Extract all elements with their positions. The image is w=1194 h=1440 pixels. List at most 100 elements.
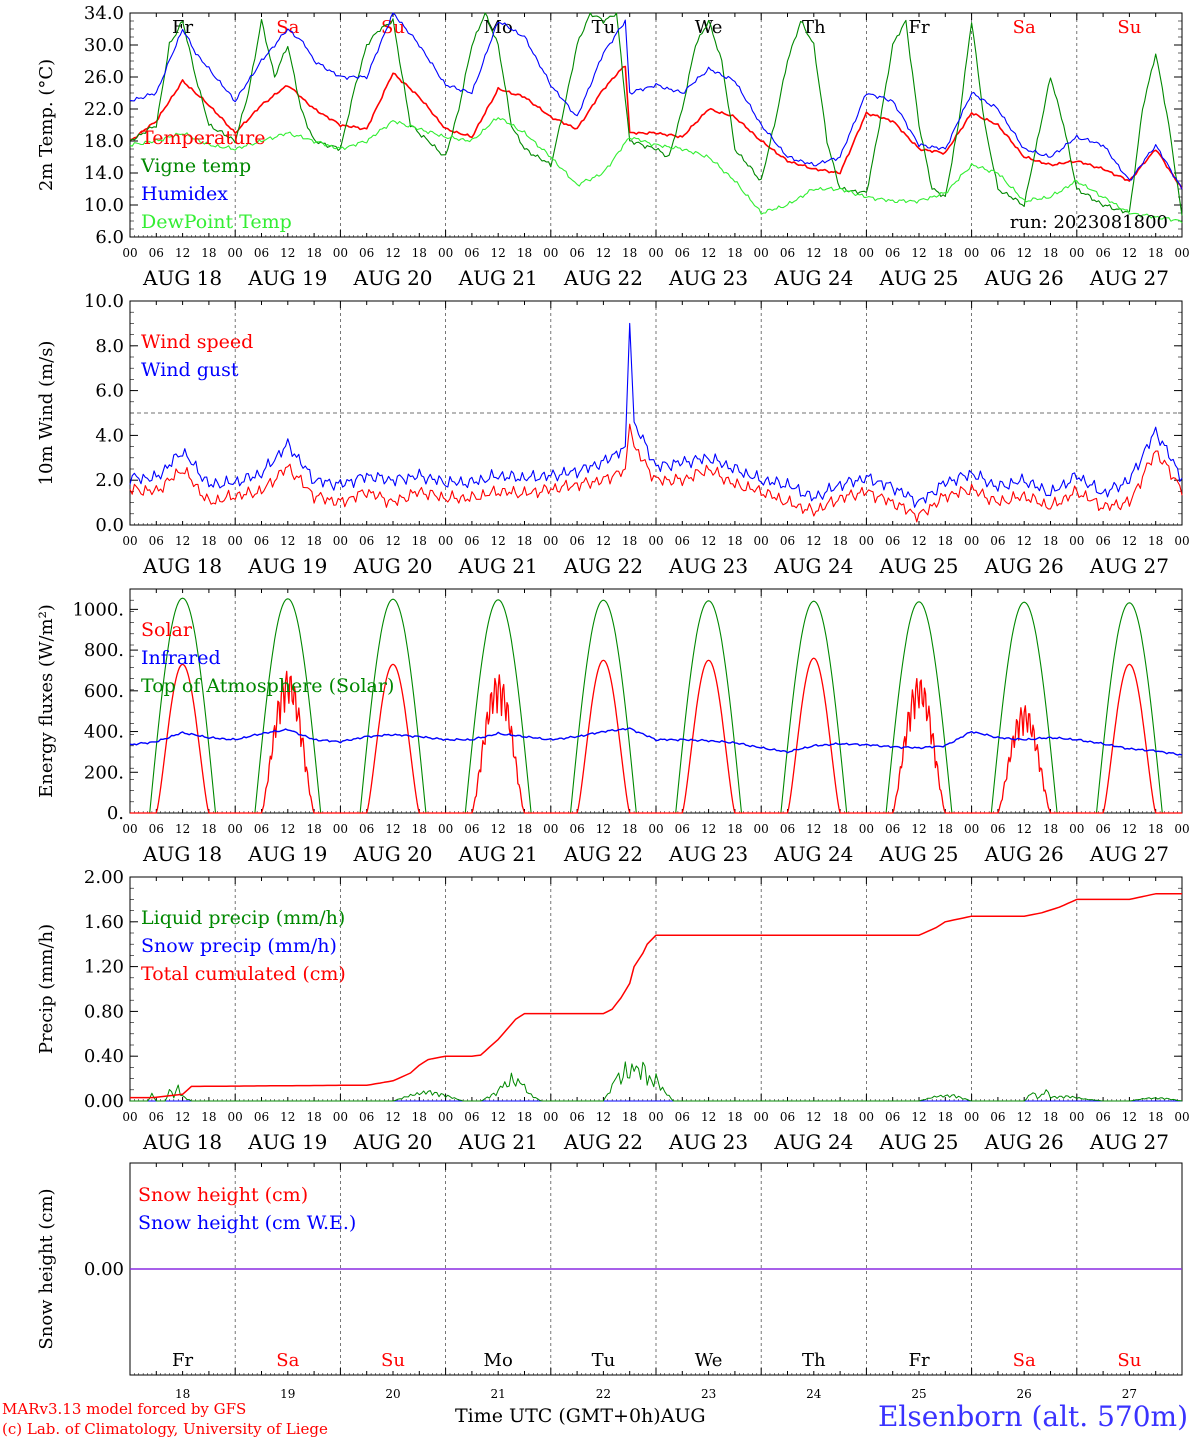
- hour-tick-label: 00: [333, 822, 348, 836]
- hour-tick-label: 18: [622, 534, 637, 548]
- hour-tick-label: 06: [675, 246, 690, 260]
- hour-tick-label: 00: [543, 534, 558, 548]
- day-number-label: 19: [280, 1387, 295, 1401]
- date-label: AUG 18: [142, 554, 222, 578]
- hour-tick-label: 06: [464, 534, 479, 548]
- date-label: AUG 27: [1089, 842, 1169, 866]
- hour-tick-label: 00: [964, 534, 979, 548]
- hour-tick-label: 00: [648, 246, 663, 260]
- date-label: AUG 26: [984, 1130, 1064, 1154]
- energy-y-axis-label: Energy fluxes (W/m²): [36, 604, 57, 798]
- hour-tick-label: 06: [780, 822, 795, 836]
- hour-tick-label: 00: [1174, 534, 1189, 548]
- weekday-label: Fr: [908, 17, 929, 38]
- y-tick-label: 800.: [84, 640, 124, 661]
- energy-frame: [129, 588, 1183, 814]
- hour-tick-label: 12: [280, 822, 295, 836]
- hour-tick-label: 18: [412, 246, 427, 260]
- date-label: AUG 18: [142, 842, 222, 866]
- date-label: AUG 22: [563, 554, 643, 578]
- hour-tick-label: 06: [149, 822, 164, 836]
- hour-tick-label: 12: [280, 246, 295, 260]
- wind-legend-item: Wind gust: [141, 359, 239, 381]
- hour-tick-label: 18: [938, 246, 953, 260]
- hour-tick-label: 00: [333, 246, 348, 260]
- hour-tick-label: 12: [701, 246, 716, 260]
- hour-tick-label: 00: [754, 534, 769, 548]
- hour-tick-label: 12: [911, 246, 926, 260]
- hour-tick-label: 12: [1122, 1110, 1137, 1124]
- precip-series-total-cumulated-cm-: [130, 893, 1182, 1099]
- hour-tick-label: 00: [122, 246, 137, 260]
- hour-tick-label: 00: [122, 822, 137, 836]
- hour-tick-label: 06: [464, 246, 479, 260]
- weekday-label: Sa: [276, 1350, 299, 1371]
- hour-tick-label: 00: [964, 822, 979, 836]
- date-label: AUG 23: [668, 1130, 748, 1154]
- hour-tick-label: 12: [911, 822, 926, 836]
- hour-tick-label: 06: [990, 822, 1005, 836]
- hour-tick-label: 06: [885, 822, 900, 836]
- precip-legend-item: Total cumulated (cm): [141, 963, 346, 985]
- hour-tick-label: 18: [622, 822, 637, 836]
- day-number-label: 26: [1017, 1387, 1032, 1401]
- hour-tick-label: 12: [1122, 246, 1137, 260]
- weekday-label: We: [695, 1350, 723, 1371]
- y-tick-label: 8.0: [95, 336, 124, 357]
- hour-tick-label: 06: [1095, 1110, 1110, 1124]
- hour-tick-label: 12: [596, 822, 611, 836]
- y-tick-label: 14.0: [84, 163, 124, 184]
- temp-series-humidex: [129, 12, 1183, 190]
- date-label: AUG 20: [352, 554, 432, 578]
- temp-series-vigne-temp: [129, 12, 1183, 216]
- weekday-label: Fr: [172, 1350, 193, 1371]
- hour-tick-label: 00: [648, 1110, 663, 1124]
- hour-tick-label: 18: [832, 822, 847, 836]
- hour-tick-label: 12: [1017, 1110, 1032, 1124]
- hour-tick-label: 06: [990, 246, 1005, 260]
- hour-tick-label: 12: [596, 1110, 611, 1124]
- snow-y-axis-label: Snow height (cm): [36, 1188, 57, 1349]
- hour-tick-label: 00: [754, 1110, 769, 1124]
- y-tick-label: 4.0: [95, 425, 124, 446]
- y-tick-label: 10.0: [84, 195, 124, 216]
- hour-tick-label: 00: [1069, 246, 1084, 260]
- hour-tick-label: 00: [228, 1110, 243, 1124]
- weekday-label: Mo: [484, 1350, 513, 1371]
- temp-legend-item: Vigne temp: [140, 155, 251, 177]
- hour-tick-label: 06: [569, 1110, 584, 1124]
- precip-series-liquid-precip-mm-h-: [130, 1061, 1183, 1102]
- hour-tick-label: 00: [438, 534, 453, 548]
- y-tick-label: 0.0: [95, 515, 124, 536]
- hour-tick-label: 06: [1095, 534, 1110, 548]
- hour-tick-label: 18: [622, 246, 637, 260]
- hour-tick-label: 06: [780, 1110, 795, 1124]
- hour-tick-label: 18: [1043, 246, 1058, 260]
- date-label: AUG 24: [773, 842, 853, 866]
- date-label: AUG 21: [458, 842, 538, 866]
- hour-tick-label: 06: [254, 822, 269, 836]
- hour-tick-label: 00: [122, 534, 137, 548]
- hour-tick-label: 12: [385, 534, 400, 548]
- date-label: AUG 19: [247, 842, 327, 866]
- hour-tick-label: 18: [412, 534, 427, 548]
- y-tick-label: 2.00: [84, 867, 124, 888]
- hour-tick-label: 06: [675, 822, 690, 836]
- hour-tick-label: 18: [517, 534, 532, 548]
- hour-tick-label: 00: [1069, 822, 1084, 836]
- hour-tick-label: 18: [517, 246, 532, 260]
- hour-tick-label: 00: [648, 534, 663, 548]
- hour-tick-label: 18: [938, 1110, 953, 1124]
- hour-tick-label: 18: [1148, 534, 1163, 548]
- temp-legend-item: DewPoint Temp: [141, 211, 292, 233]
- weekday-label: Tu: [592, 1350, 616, 1371]
- date-label: AUG 24: [773, 266, 853, 290]
- hour-tick-label: 18: [938, 822, 953, 836]
- hour-tick-label: 12: [806, 246, 821, 260]
- precip-legend-item: Liquid precip (mm/h): [141, 907, 345, 929]
- hour-tick-label: 00: [648, 822, 663, 836]
- wind-y-axis-label: 10m Wind (m/s): [36, 341, 57, 486]
- hour-tick-label: 06: [464, 822, 479, 836]
- y-tick-label: 6.0: [95, 227, 124, 248]
- hour-tick-label: 18: [1148, 822, 1163, 836]
